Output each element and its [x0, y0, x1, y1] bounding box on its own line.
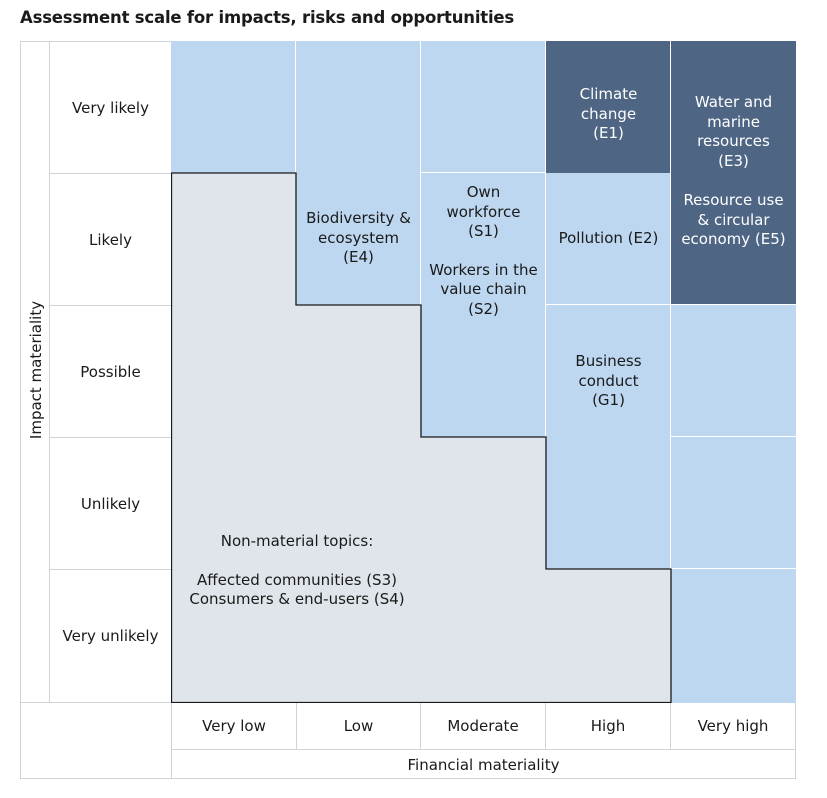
- x-level-very-low: Very low: [202, 717, 266, 735]
- topic-climate-change: Climate change (E1): [579, 85, 638, 142]
- material-cells-unlikely: [546, 437, 796, 569]
- material-cells-likely: [296, 173, 671, 305]
- page-title: Assessment scale for impacts, risks and …: [20, 8, 515, 27]
- y-level-unlikely: Unlikely: [80, 494, 141, 513]
- topic-own-workforce-workers: Own workforce (S1) Workers in the value …: [429, 183, 538, 318]
- x-axis-title: Financial materiality: [407, 755, 560, 774]
- topic-water-marine: Water and marine resources (E3): [694, 93, 773, 170]
- material-cells-very-likely: [171, 41, 546, 173]
- corner-box: [20, 702, 172, 779]
- topic-business-conduct: Business conduct (G1): [575, 352, 642, 409]
- highly-material-cell-likely: [671, 173, 796, 305]
- non-material-topics: Non-material topics: Affected communitie…: [189, 532, 405, 608]
- topic-resource-use: Resource use & circular economy (E5): [681, 191, 786, 248]
- topic-pollution: Pollution (E2): [558, 229, 659, 247]
- highly-material-cells-very-likely: [546, 41, 796, 173]
- x-level-moderate: Moderate: [447, 717, 519, 735]
- x-level-low: Low: [343, 717, 374, 735]
- topic-biodiversity: Biodiversity & ecosystem (E4): [306, 209, 411, 266]
- x-level-very-high: Very high: [697, 717, 769, 735]
- material-cells-possible: [421, 305, 796, 437]
- x-level-high: High: [590, 717, 626, 735]
- x-axis-title-row: [171, 749, 796, 779]
- y-level-very-unlikely: Very unlikely: [62, 627, 159, 645]
- materiality-threshold-line: [171, 172, 672, 703]
- y-level-likely: Likely: [89, 230, 132, 249]
- material-cells-very-unlikely: [671, 569, 796, 703]
- y-level-possible: Possible: [80, 362, 141, 381]
- y-axis-title: Impact materiality: [27, 300, 45, 440]
- materiality-matrix: Climate change (E1) Water and marine res…: [171, 41, 796, 703]
- y-level-very-likely: Very likely: [72, 98, 149, 117]
